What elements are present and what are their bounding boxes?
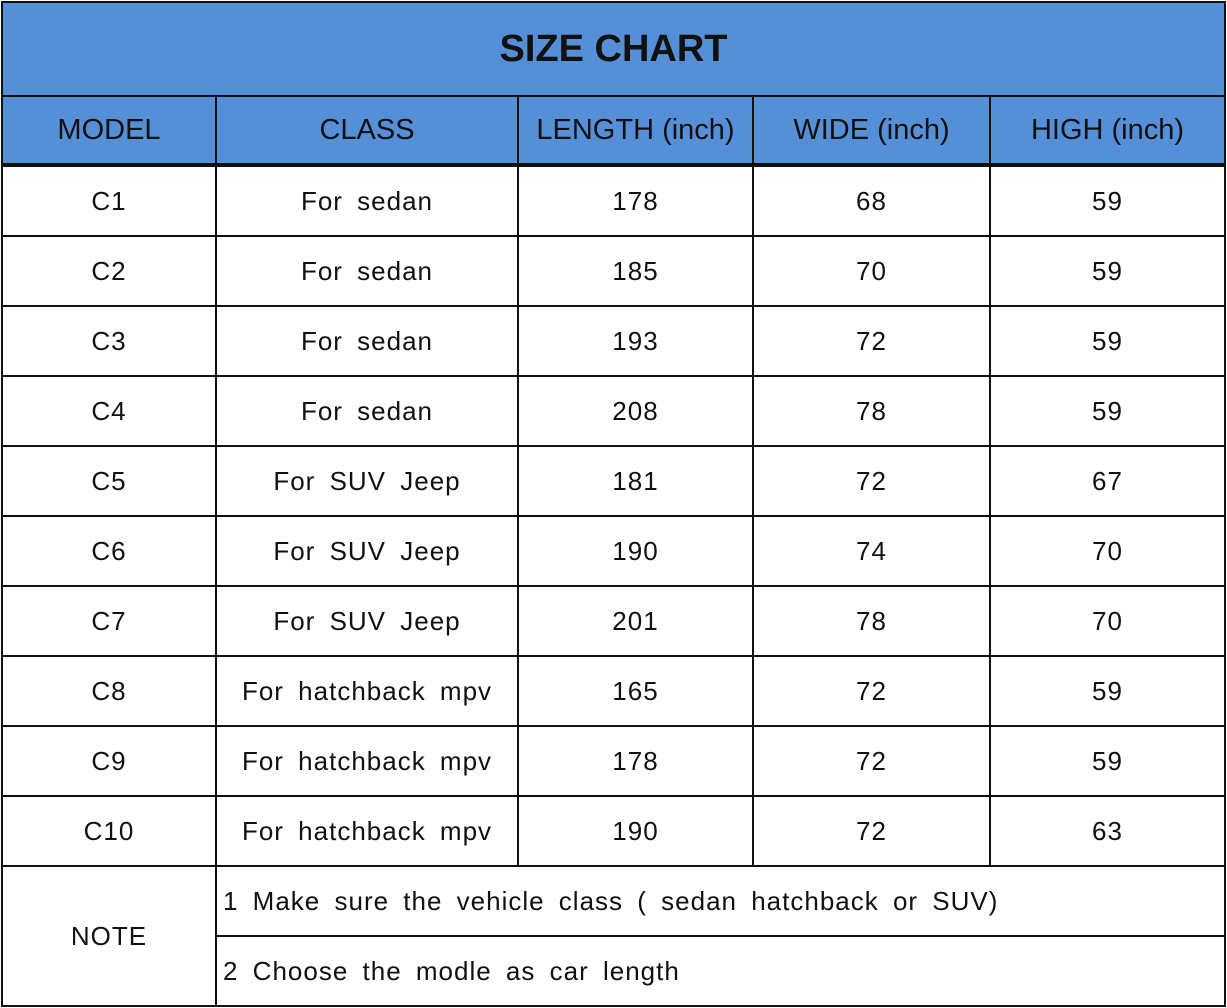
note-row: 2 Choose the modle as car length (2, 935, 1226, 1007)
table-cell: C1 (1, 164, 217, 237)
column-header: HIGH (inch) (989, 95, 1226, 167)
note-label: NOTE (1, 865, 217, 1007)
table-cell: For hatchback mpv (215, 795, 519, 867)
column-header: LENGTH (inch) (517, 95, 754, 167)
table-cell: C4 (1, 375, 217, 447)
table-cell: 190 (517, 795, 754, 867)
table-cell: 72 (752, 445, 991, 517)
table-cell: 59 (989, 655, 1226, 727)
table-row: C8 For hatchback mpv 165 72 59 (1, 655, 1226, 727)
column-header: MODEL (1, 95, 217, 167)
table-cell: C8 (1, 655, 217, 727)
note-line: 1 Make sure the vehicle class ( sedan ha… (215, 865, 1226, 937)
table-cell: C7 (1, 585, 217, 657)
column-header: CLASS (215, 95, 519, 167)
table-cell: For hatchback mpv (215, 725, 519, 797)
column-header: WIDE (inch) (752, 95, 991, 167)
note-row: NOTE 1 Make sure the vehicle class ( seda… (1, 865, 1226, 1007)
table-cell: 70 (989, 515, 1226, 587)
table-cell: 59 (989, 375, 1226, 447)
table-cell: 165 (517, 655, 754, 727)
table-cell: 70 (752, 235, 991, 307)
table-row: C7 For SUV Jeep 201 78 70 (1, 585, 1226, 657)
table-cell: For hatchback mpv (215, 655, 519, 727)
table-cell: For SUV Jeep (215, 585, 519, 657)
table-row: C5 For SUV Jeep 181 72 67 (1, 445, 1226, 517)
table-cell: 72 (752, 725, 991, 797)
table-cell: 59 (989, 235, 1226, 307)
table-cell: For sedan (215, 164, 519, 237)
table-cell: 185 (517, 235, 754, 307)
header-row: MODEL CLASS LENGTH (inch) WIDE (inch) HIGH (… (1, 95, 1226, 167)
chart-title: SIZE CHART (1, 1, 1226, 97)
table-cell: 74 (752, 515, 991, 587)
table-row: C2 For sedan 185 70 59 (1, 235, 1226, 307)
table-cell: 67 (989, 445, 1226, 517)
table-cell: For sedan (215, 235, 519, 307)
table-cell: C2 (1, 235, 217, 307)
note-line: 2 Choose the modle as car length (215, 935, 1226, 1007)
table-cell: 208 (517, 375, 754, 447)
table-cell: 59 (989, 725, 1226, 797)
table-cell: For sedan (215, 375, 519, 447)
table-cell: 193 (517, 305, 754, 377)
table-cell: 63 (989, 795, 1226, 867)
table-cell: 190 (517, 515, 754, 587)
table-cell: 78 (752, 585, 991, 657)
table-cell: 59 (989, 305, 1226, 377)
table-row: C4 For sedan 208 78 59 (1, 375, 1226, 447)
table-cell: C5 (1, 445, 217, 517)
table-cell: For sedan (215, 305, 519, 377)
table-cell: C10 (1, 795, 217, 867)
table-cell: For SUV Jeep (215, 445, 519, 517)
table-cell: 201 (517, 585, 754, 657)
table-row: C3 For sedan 193 72 59 (1, 305, 1226, 377)
table-cell: 78 (752, 375, 991, 447)
table-cell: 178 (517, 164, 754, 237)
table-cell: C9 (1, 725, 217, 797)
table-cell: C6 (1, 515, 217, 587)
table-cell: 72 (752, 305, 991, 377)
table-cell: 70 (989, 585, 1226, 657)
table-cell: 72 (752, 795, 991, 867)
table-cell: 178 (517, 725, 754, 797)
table-cell: 72 (752, 655, 991, 727)
table-cell: C3 (1, 305, 217, 377)
table-row: C1 For sedan 178 68 59 (1, 164, 1226, 237)
table-cell: For SUV Jeep (215, 515, 519, 587)
table-cell: 68 (752, 164, 991, 237)
table-row: C10 For hatchback mpv 190 72 63 (1, 795, 1226, 867)
table-cell: 181 (517, 445, 754, 517)
table-row: C9 For hatchback mpv 178 72 59 (1, 725, 1226, 797)
table-cell: 59 (989, 164, 1226, 237)
table-row: C6 For SUV Jeep 190 74 70 (1, 515, 1226, 587)
